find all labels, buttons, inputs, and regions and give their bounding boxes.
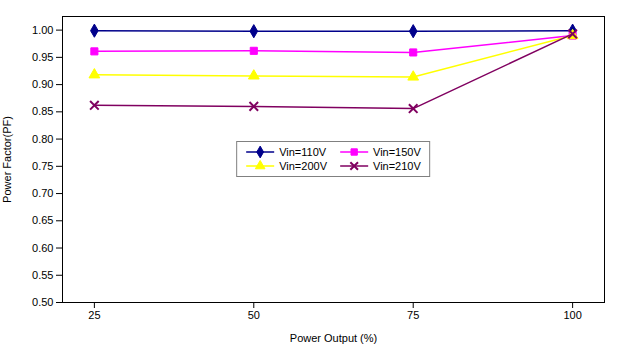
svg-text:0.90: 0.90	[32, 78, 53, 90]
svg-text:0.75: 0.75	[32, 160, 53, 172]
svg-text:1.00: 1.00	[32, 24, 53, 36]
svg-text:0.80: 0.80	[32, 133, 53, 145]
svg-text:100: 100	[563, 309, 581, 321]
html-text:Vin=110V: Vin=110V	[279, 146, 327, 158]
svg-text:0.95: 0.95	[32, 51, 53, 63]
svg-text:0.55: 0.55	[32, 269, 53, 281]
svg-text:Power Output (%): Power Output (%)	[290, 332, 377, 344]
svg-text:0.70: 0.70	[32, 187, 53, 199]
svg-text:75: 75	[407, 309, 419, 321]
svg-text:0.85: 0.85	[32, 105, 53, 117]
svg-text:0.50: 0.50	[32, 296, 53, 308]
svg-text:0.60: 0.60	[32, 242, 53, 254]
svg-text:50: 50	[248, 309, 260, 321]
html-text:Vin=150V: Vin=150V	[373, 146, 421, 158]
html-text:Vin=200V: Vin=200V	[279, 160, 327, 172]
svg-text:25: 25	[88, 309, 100, 321]
svg-text:0.65: 0.65	[32, 214, 53, 226]
html-text:Vin=210V: Vin=210V	[373, 160, 421, 172]
svg-text:Power Factor(PF): Power Factor(PF)	[1, 116, 13, 203]
